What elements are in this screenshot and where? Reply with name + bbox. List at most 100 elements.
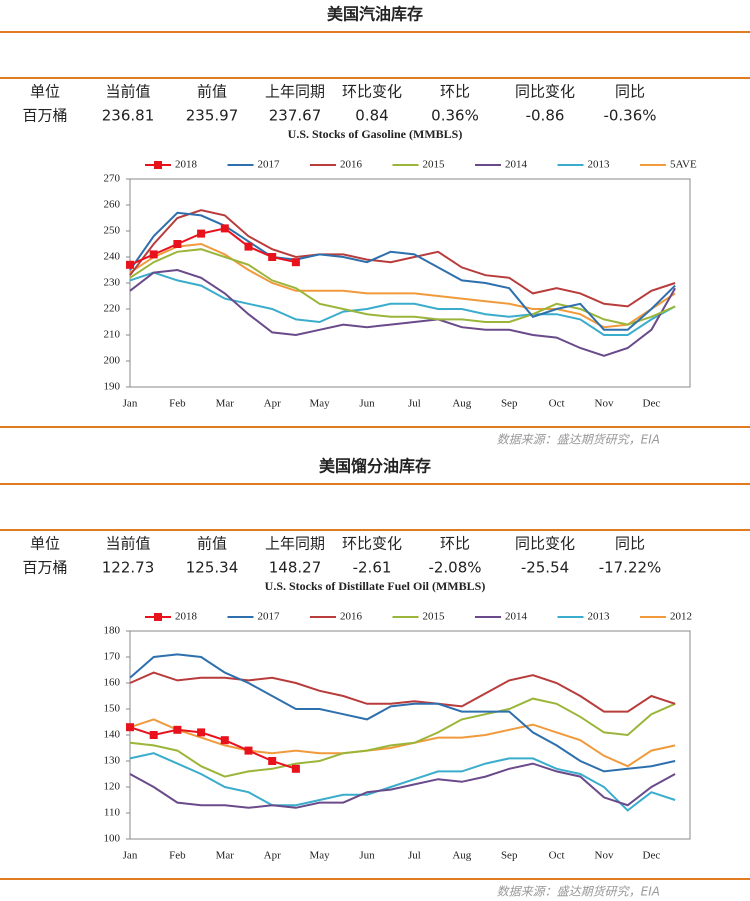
chart-title: U.S. Stocks of Gasoline (MMBLS): [288, 127, 463, 141]
y-tick-label: 220: [104, 303, 121, 315]
data-point: [291, 258, 300, 267]
x-tick-label: Mar: [216, 850, 235, 862]
x-tick-label: Jan: [123, 398, 138, 410]
legend-label: 2015: [423, 611, 446, 623]
series-line: [129, 752, 676, 812]
data-point: [173, 725, 182, 734]
table-cell: 235.97: [186, 107, 239, 125]
data-point: [268, 253, 277, 261]
x-tick-label: Oct: [549, 850, 565, 862]
x-tick-label: Jun: [359, 850, 375, 862]
x-tick-label: May: [310, 850, 331, 862]
legend-label: 2014: [505, 611, 528, 623]
y-tick-label: 190: [104, 381, 121, 393]
y-tick-label: 230: [104, 277, 121, 289]
table-cell: 百万桶: [22, 559, 67, 577]
table-header: 上年同期: [265, 83, 325, 101]
table-header: 当前值: [105, 535, 150, 553]
table-header: 同比变化: [515, 535, 575, 553]
y-tick-label: 270: [104, 173, 121, 185]
table-header: 同比: [615, 535, 645, 553]
table-cell: 0.36%: [431, 107, 479, 125]
x-tick-label: Mar: [216, 398, 235, 410]
legend-label: 2013: [588, 159, 611, 171]
table-header: 同比: [615, 83, 645, 101]
legend-label: 2016: [340, 159, 363, 171]
data-point: [126, 260, 134, 269]
x-tick-label: Jul: [408, 850, 421, 862]
y-tick-label: 160: [104, 677, 121, 689]
table-header: 当前值: [105, 83, 150, 101]
y-tick-label: 170: [104, 651, 121, 663]
table-cell: 0.84: [355, 107, 388, 125]
table-cell: 236.81: [102, 107, 155, 125]
x-tick-label: Aug: [452, 850, 471, 862]
table-cell: 125.34: [186, 559, 239, 577]
x-tick-label: Feb: [169, 398, 186, 410]
table-cell: 237.67: [269, 107, 322, 125]
series-line: [129, 209, 676, 308]
table-cell: 148.27: [269, 559, 322, 577]
data-point: [220, 736, 229, 745]
section-title: 美国馏分油库存: [319, 457, 431, 476]
y-tick-label: 130: [104, 755, 121, 767]
y-tick-label: 180: [104, 625, 121, 637]
table-cell: -0.36%: [603, 107, 656, 125]
table-cell: -0.86: [526, 107, 565, 125]
legend-label: 2015: [423, 159, 446, 171]
y-tick-label: 110: [104, 807, 121, 819]
data-point: [126, 723, 134, 732]
data-point: [291, 764, 300, 773]
table-cell: -25.54: [521, 559, 569, 577]
x-tick-label: Jun: [359, 398, 375, 410]
legend-label: 2014: [505, 159, 528, 171]
legend-label: 2017: [258, 159, 281, 171]
x-tick-label: Feb: [169, 850, 186, 862]
x-tick-label: Sep: [501, 850, 518, 862]
data-point: [197, 229, 206, 238]
table-cell: -2.61: [353, 559, 392, 577]
x-tick-label: Jul: [408, 398, 421, 410]
legend-label: 2012: [670, 611, 692, 623]
x-tick-label: Dec: [643, 850, 661, 862]
series-line: [129, 248, 676, 326]
table-header: 环比变化: [342, 83, 402, 101]
table-header: 环比: [440, 535, 470, 553]
legend-marker: [154, 613, 162, 621]
chart-title: U.S. Stocks of Distillate Fuel Oil (MMBL…: [265, 579, 486, 593]
legend-label: 5AVE: [670, 159, 697, 171]
table-header: 环比: [440, 83, 470, 101]
series-line: [129, 697, 676, 778]
y-tick-label: 240: [104, 251, 121, 263]
legend-label: 2016: [340, 611, 363, 623]
legend-marker: [154, 161, 162, 169]
table-header: 同比变化: [515, 83, 575, 101]
table-header: 环比变化: [342, 535, 402, 553]
data-point: [220, 224, 229, 233]
y-tick-label: 210: [104, 329, 121, 341]
data-point: [149, 731, 158, 739]
table-header: 前值: [197, 535, 227, 553]
table-cell: 百万桶: [22, 107, 67, 125]
series-line: [129, 762, 676, 809]
legend-label: 2017: [258, 611, 281, 623]
x-tick-label: Dec: [643, 398, 661, 410]
section-title: 美国汽油库存: [327, 5, 423, 24]
table-header: 单位: [30, 535, 60, 553]
x-tick-label: Aug: [452, 398, 471, 410]
legend-label: 2018: [175, 611, 198, 623]
y-tick-label: 150: [104, 703, 121, 715]
table-cell: -17.22%: [599, 559, 662, 577]
table-header: 单位: [30, 83, 60, 101]
x-tick-label: Apr: [264, 850, 281, 862]
x-tick-label: May: [310, 398, 331, 410]
legend-label: 2018: [175, 159, 198, 171]
y-tick-label: 120: [104, 781, 121, 793]
table-header: 前值: [197, 83, 227, 101]
y-tick-label: 200: [104, 355, 121, 367]
y-tick-label: 100: [104, 833, 121, 845]
series-line: [129, 211, 676, 331]
series-line: [129, 242, 676, 329]
x-tick-label: Sep: [501, 398, 518, 410]
